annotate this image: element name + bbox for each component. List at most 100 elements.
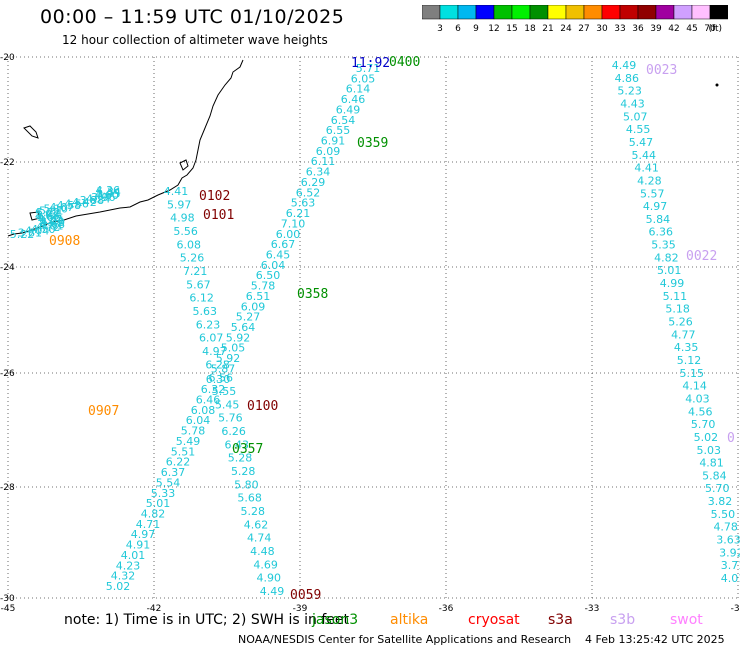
island-path	[29, 211, 41, 221]
wave-height-label: 6.26	[221, 425, 246, 438]
colorbar-label: 24	[560, 24, 572, 34]
pass-time-label: 0359	[357, 136, 388, 151]
pass-time-label: 0059	[290, 588, 321, 603]
wave-height-label: 6.11	[311, 155, 336, 168]
wave-height-label: 5.70	[691, 418, 716, 431]
wave-height-label: 4.41	[634, 162, 659, 175]
wave-height-label: 6.56	[209, 372, 234, 385]
wave-height-label: 5.34	[96, 186, 121, 199]
wave-height-label: 5.87	[211, 362, 236, 375]
wave-height-label: 6.50	[256, 269, 281, 282]
wave-height-label: 5.68	[237, 492, 262, 505]
longitude-tick-label: -39	[293, 604, 308, 614]
wave-height-label: 6.36	[648, 226, 673, 239]
wave-height-label: 5.51	[171, 445, 196, 458]
wave-height-label: 5.33	[151, 487, 176, 500]
latitude-tick-label: -24	[0, 263, 15, 273]
wave-height-label: 4.55	[626, 123, 651, 136]
wave-height-label: 5.71	[356, 62, 381, 75]
wave-height-label: 5.26	[668, 316, 693, 329]
wave-height-label: 5.28	[228, 452, 253, 465]
wave-height-label: 6.49	[336, 103, 361, 116]
wave-height-label: 5.02	[106, 580, 131, 593]
colorbar-label: 12	[488, 24, 499, 34]
wave-height-label: 3.92	[719, 546, 740, 559]
wave-height-label: 5.50	[711, 508, 736, 521]
wave-height-label: 6.04	[186, 414, 211, 427]
legend-entry-swot: swot	[670, 612, 703, 628]
wave-height-label: 6.14	[346, 83, 371, 96]
wave-height-label: 5.22	[36, 206, 61, 219]
wave-height-label: 5.80	[234, 478, 259, 491]
wave-height-label: 5.63	[193, 305, 218, 318]
wave-height-label: 6.51	[246, 290, 271, 303]
wave-height-label: 5.92	[216, 352, 241, 365]
wave-height-label: 4.01	[721, 572, 740, 585]
wave-height-label: 5.78	[251, 280, 276, 293]
wave-height-label: 6.00	[276, 228, 301, 241]
wave-height-label: 5.26	[180, 252, 205, 265]
legend-entry-cryosat: cryosat	[468, 612, 520, 628]
wave-height-label: 5.84	[702, 469, 727, 482]
wave-height-label: 5.97	[167, 198, 192, 211]
wave-height-label: 4.68	[35, 209, 60, 222]
longitude-tick-label: -42	[147, 604, 162, 614]
wave-height-label: 3.82	[708, 495, 733, 508]
wave-height-label: 5.47	[629, 136, 654, 149]
wave-height-label: 5.35	[651, 239, 676, 252]
wave-height-label: 5.15	[680, 367, 705, 380]
wave-height-label: 4.66	[36, 211, 61, 224]
wave-height-label: 4.82	[654, 251, 679, 264]
wave-height-label: 5.18	[665, 303, 690, 316]
wave-height-label: 4.62	[244, 518, 269, 531]
wave-height-label: 6.30	[206, 373, 231, 386]
wave-height-label: 3.71	[721, 559, 740, 572]
wave-height-label: 4.69	[253, 558, 278, 571]
footer-timestamp: 4 Feb 13:25:42 UTC 2025	[585, 633, 725, 646]
wave-height-label: 5.01	[146, 497, 171, 510]
wave-height-label: 6.67	[271, 238, 296, 251]
wave-height-label: 4.49	[612, 59, 637, 72]
wave-height-label: 6.09	[316, 145, 341, 158]
colorbar-label: 70	[704, 24, 716, 34]
wave-height-label: 6.09	[241, 300, 266, 313]
wave-height-label: 4.04	[39, 214, 64, 227]
wave-height-label: 4.48	[250, 545, 275, 558]
pass-time-label: 11:92	[351, 56, 390, 71]
wave-height-label: 4.71	[136, 518, 161, 531]
wave-height-label: 4.99	[660, 277, 685, 290]
wave-height-label: 5.81	[39, 204, 64, 217]
wave-height-label: 4.97	[643, 200, 668, 213]
wave-height-label: 5.02	[694, 431, 719, 444]
latitude-tick-label: -22	[0, 158, 15, 168]
latitude-tick-label: -30	[0, 594, 15, 604]
wave-height-label: 6.04	[261, 259, 286, 272]
wave-height-label: 4.14	[682, 380, 707, 393]
wave-height-label: 5.84	[646, 213, 671, 226]
colorbar-label: 36	[632, 24, 644, 34]
wave-height-label: 5.64	[231, 321, 256, 334]
wave-height-label: 6.43	[225, 438, 250, 451]
wave-height-label: 5.23	[617, 85, 642, 98]
latitude-tick-label: -20	[0, 53, 15, 63]
colorbar-swatch	[709, 5, 728, 20]
pass-time-label: 0102	[199, 189, 230, 204]
wave-height-label: 6.12	[189, 292, 214, 305]
wave-height-label: 3.63	[716, 534, 740, 547]
wave-height-label: 4.40	[41, 216, 66, 229]
wave-height-label: 3.95	[96, 187, 121, 200]
island-path	[23, 125, 39, 139]
wave-height-label: 6.45	[266, 248, 291, 261]
wave-height-label: 6.46	[196, 394, 221, 407]
wave-height-label: 4.67	[49, 201, 74, 214]
wave-height-label: 6.29	[301, 176, 326, 189]
wave-height-label: 4.50	[31, 223, 56, 236]
wave-height-label: 6.46	[341, 93, 366, 106]
wave-height-label: 4.72	[36, 221, 61, 234]
wave-height-label: 5.28	[231, 465, 256, 478]
colorbar-label: 3	[437, 24, 443, 34]
coastline-path	[7, 59, 244, 237]
legend-entry-jason3: jason3	[312, 612, 359, 628]
island-path	[179, 159, 189, 171]
colorbar-unit: (ft)	[708, 24, 722, 34]
